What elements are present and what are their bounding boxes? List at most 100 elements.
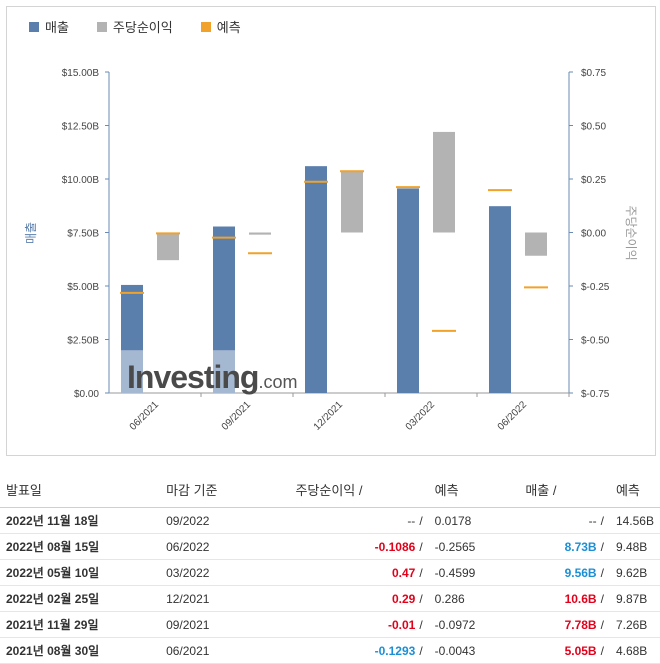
left-tick-label: $0.00 [74, 389, 99, 400]
table-row: 2022년 08월 15일 06/2022 -0.1086/-0.2565 8.73B… [0, 533, 660, 560]
left-tick-label: $2.50B [67, 336, 99, 347]
cell-eps-forecast: -0.2565 [428, 533, 520, 560]
cell-eps-forecast: 0.0178 [428, 507, 520, 534]
cell-eps-sep: / [419, 643, 423, 658]
cell-eps-value: -0.1293 [374, 643, 416, 658]
left-tick-label: $10.00B [62, 175, 100, 186]
cell-revenue-value: 10.6B [564, 591, 597, 606]
watermark-overlay [121, 350, 143, 393]
cell-revenue-sep: / [600, 591, 604, 606]
watermark-overlay [213, 350, 235, 393]
revenue-bar [213, 226, 235, 393]
eps-bar [433, 131, 455, 233]
cell-revenue-sep: / [600, 617, 604, 632]
header-period[interactable]: 마감 기준 [160, 474, 290, 508]
table-row: 2021년 11월 29일 09/2021 -0.01/-0.0972 7.78B/7… [0, 611, 660, 638]
cell-eps: 0.47/ [289, 559, 429, 586]
cell-revenue-sep: / [600, 643, 604, 658]
cell-revenue-sep: / [600, 565, 604, 580]
revenue-bar [397, 188, 419, 393]
cell-date: 2022년 11월 18일 [0, 507, 161, 534]
cell-revenue-value: 9.56B [564, 565, 597, 580]
eps-bar [157, 232, 179, 261]
legend-item-forecast[interactable]: 예측 [200, 17, 241, 36]
cell-revenue: -- / [519, 507, 610, 534]
cell-revenue: 10.6B / [519, 585, 610, 612]
cell-eps-sep: / [419, 513, 423, 528]
right-tick-label: $0.25 [581, 175, 606, 186]
cell-eps: -0.01/ [289, 611, 429, 638]
cell-eps-forecast: -0.4599 [428, 559, 520, 586]
cell-revenue-forecast: 9.48B [609, 533, 660, 560]
left-tick-label: $15.00B [62, 68, 100, 79]
eps-bar [341, 170, 363, 233]
table-header-row: 발표일 마감 기준 주당순이익 / 예측 매출 / 예측 [0, 474, 660, 508]
eps-bar [525, 232, 547, 256]
cell-date: 2021년 11월 29일 [0, 611, 161, 638]
cell-eps-sep: / [419, 591, 423, 606]
cell-revenue: 5.05B / [519, 637, 610, 664]
legend-label-eps: 주당순이익 [112, 20, 173, 35]
cell-date: 2022년 02월 25일 [0, 585, 161, 612]
x-tick-label: 12/2021 [312, 399, 346, 433]
cell-revenue: 8.73B / [519, 533, 610, 560]
table-row: 2022년 02월 25일 12/2021 0.29/0.286 10.6B/9.87… [0, 585, 660, 612]
cell-eps-forecast: 0.286 [428, 585, 520, 612]
legend-item-eps[interactable]: 주당순이익 [96, 17, 173, 36]
legend-item-revenue[interactable]: 매출 [29, 17, 69, 36]
right-tick-label: $0.00 [581, 229, 606, 240]
cell-revenue-forecast: 4.68B [609, 637, 660, 664]
cell-eps: -- / [289, 507, 429, 534]
cell-eps-forecast: -0.0043 [428, 637, 520, 664]
x-tick-label: 06/2022 [496, 399, 530, 433]
table-row: 2022년 05월 10일 03/2022 0.47/-0.4599 9.56B/9.… [0, 559, 660, 586]
cell-eps-value: -0.1086 [374, 539, 416, 554]
header-eps-sep: / [358, 483, 363, 498]
legend-swatch-forecast [200, 21, 211, 32]
cell-revenue-forecast: 9.87B [609, 585, 660, 612]
left-tick-label: $5.00B [67, 282, 99, 293]
watermark-brand: Investing [127, 359, 259, 395]
cell-eps-forecast: -0.0972 [428, 611, 520, 638]
table-row: 2022년 11월 18일 09/2022 --/0.0178 --/14.56B [0, 507, 660, 534]
cell-period: 12/2021 [160, 585, 290, 612]
header-eps-label: 주당순이익 [295, 483, 356, 498]
header-revenue-forecast[interactable]: 예측 [609, 474, 660, 508]
header-eps[interactable]: 주당순이익 / [289, 474, 429, 508]
left-tick-label: $7.50B [67, 229, 99, 240]
cell-period: 03/2022 [160, 559, 290, 586]
table-body: 2022년 11월 18일 09/2022 --/0.0178 --/14.56B 20… [0, 507, 660, 664]
cell-eps-sep: / [419, 539, 423, 554]
legend-swatch-revenue [29, 21, 39, 32]
revenue-bar [305, 166, 327, 393]
cell-revenue-forecast: 9.62B [609, 559, 660, 586]
cell-revenue-value: -- [588, 513, 597, 528]
cell-revenue-sep: / [600, 513, 604, 528]
header-date[interactable]: 발표일 [0, 474, 161, 508]
y-axis-left-title: 매출 [24, 222, 38, 244]
header-eps-forecast[interactable]: 예측 [428, 474, 520, 508]
cell-revenue: 9.56B / [519, 559, 610, 586]
watermark-suffix: .com [258, 372, 298, 392]
cell-date: 2022년 05월 10일 [0, 559, 161, 586]
cell-eps-value: 0.29 [391, 591, 416, 606]
header-revenue-sep: / [552, 483, 557, 498]
cell-eps-sep: / [419, 565, 423, 580]
chart-legend: 매출 주당순이익 예측 [29, 17, 241, 36]
investing-watermark-logo: Investing.com [127, 359, 297, 396]
header-revenue[interactable]: 매출 / [519, 474, 610, 508]
cell-eps-value: -- [407, 513, 416, 528]
legend-swatch-eps [96, 21, 107, 32]
chart-plot: $0.00 $2.50B $5.00B $7.50B $10.00B $12.50B $15… [24, 68, 638, 433]
cell-date: 2021년 08월 30일 [0, 637, 161, 664]
x-tick-label: 09/2021 [220, 399, 254, 433]
cell-revenue-value: 5.05B [564, 643, 597, 658]
revenue-bar [121, 284, 143, 393]
x-tick-label: 03/2022 [404, 399, 438, 433]
cell-revenue-value: 8.73B [564, 539, 597, 554]
header-revenue-label: 매출 [525, 483, 550, 498]
y-axis-right-title: 주당순이익 [624, 205, 638, 260]
cell-eps-sep: / [419, 617, 423, 632]
revenue-bar [489, 206, 511, 393]
cell-period: 06/2021 [160, 637, 290, 664]
